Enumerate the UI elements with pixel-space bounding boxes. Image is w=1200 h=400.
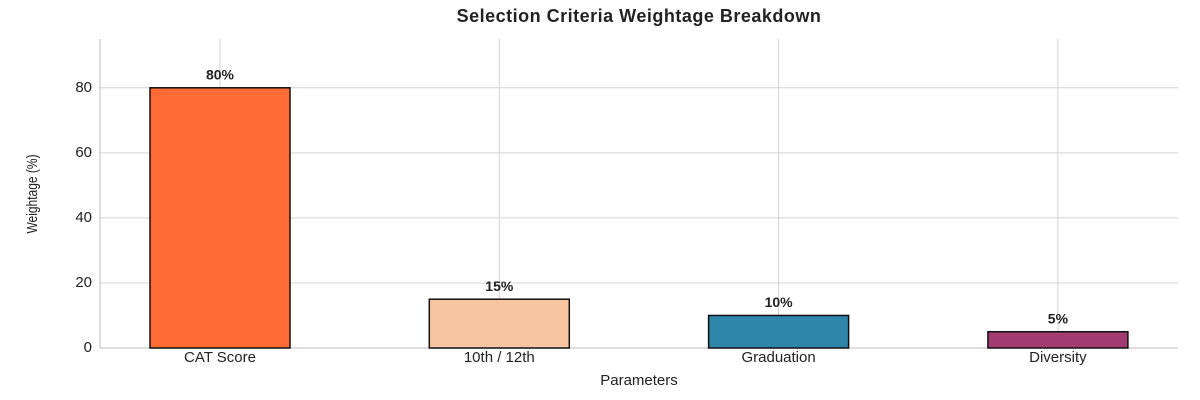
bar — [149, 87, 291, 349]
value-label: 80% — [206, 66, 235, 82]
x-tick-label: Graduation — [741, 349, 815, 366]
bar — [707, 314, 850, 349]
chart-title: Selection Criteria Weightage Breakdown — [457, 6, 822, 26]
y-tick-label: 60 — [75, 144, 92, 161]
x-axis-label: Parameters — [600, 372, 678, 389]
x-tick-label: CAT Score — [184, 349, 256, 366]
bar — [987, 330, 1129, 349]
x-tick-label: Diversity — [1029, 349, 1087, 366]
value-label: 5% — [1048, 310, 1069, 326]
y-tick-label: 0 — [84, 339, 92, 356]
y-tick-label: 40 — [75, 209, 92, 226]
x-tick-label: 10th / 12th — [464, 349, 535, 366]
y-tick-label: 20 — [75, 274, 92, 291]
y-axis-label: Weightage (%) — [24, 154, 41, 233]
bar — [428, 298, 571, 349]
y-tick-label: 80 — [75, 79, 92, 96]
value-label: 10% — [765, 294, 794, 310]
value-label: 15% — [485, 278, 514, 294]
